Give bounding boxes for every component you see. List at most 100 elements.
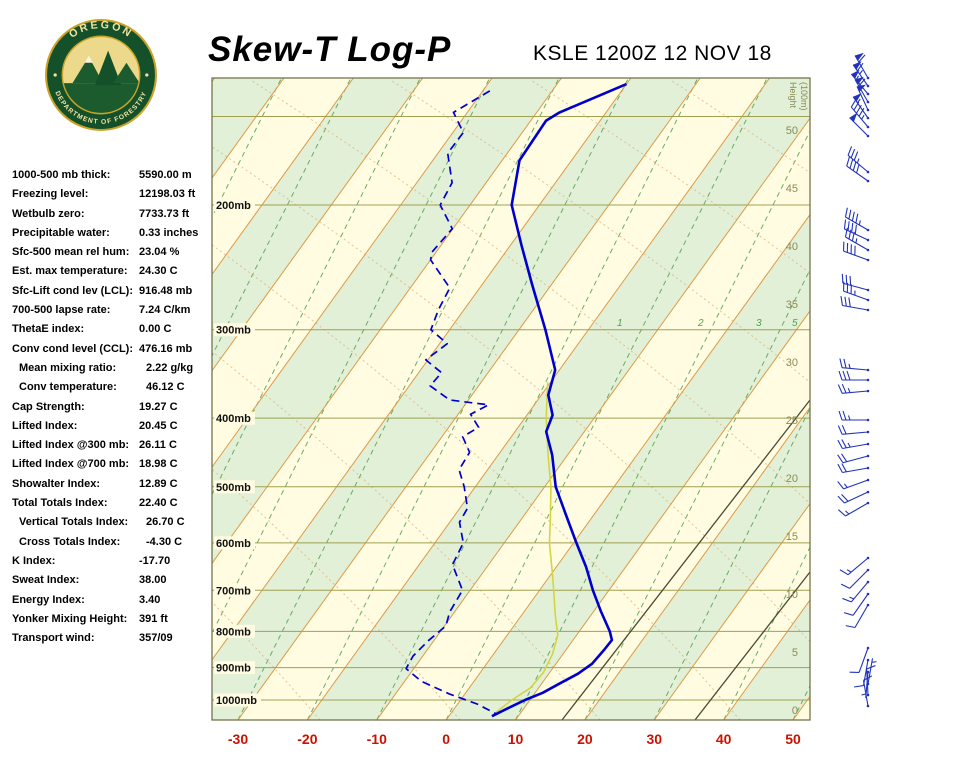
index-row: Sweat Index: 38.00 bbox=[12, 571, 214, 590]
wind-barb-icon bbox=[854, 52, 870, 80]
temp-tick-label: 30 bbox=[646, 731, 662, 747]
index-value: 26.70 C bbox=[146, 516, 185, 529]
height-tick-label: 15 bbox=[786, 531, 798, 543]
wind-barb-icon bbox=[837, 453, 870, 464]
wind-barb-icon bbox=[841, 273, 870, 292]
index-label: Sfc-500 mean rel hum: bbox=[12, 246, 130, 259]
logo-inner-rim bbox=[61, 35, 141, 115]
wind-barb-icon bbox=[843, 592, 870, 616]
index-value: 22.40 C bbox=[139, 497, 178, 510]
index-label: Energy Index: bbox=[12, 593, 85, 606]
index-label: Yonker Mixing Height: bbox=[12, 612, 128, 625]
index-row: 700-500 lapse rate: 7.24 C/km bbox=[12, 301, 214, 320]
height-tick-label: 50 bbox=[786, 125, 798, 137]
temp-tick-label: 40 bbox=[716, 731, 732, 747]
wind-barb-icon bbox=[846, 156, 870, 183]
index-row: Lifted Index @700 mb: 18.98 C bbox=[12, 455, 214, 474]
index-label: Mean mixing ratio: bbox=[19, 361, 117, 374]
index-value: 19.27 C bbox=[139, 400, 178, 413]
height-tick-label: 20 bbox=[786, 473, 798, 485]
mixing-ratio-label: 2 bbox=[697, 318, 704, 329]
index-value: 46.12 C bbox=[146, 381, 185, 394]
index-row: Lifted Index @300 mb: 26.11 C bbox=[12, 436, 214, 455]
index-label: Freezing level: bbox=[12, 188, 89, 201]
index-row: Conv temperature: 46.12 C bbox=[12, 378, 214, 397]
odf-logo: OREGON DEPARTMENT OF FORESTRY bbox=[45, 19, 157, 131]
index-label: 1000-500 mb thick: bbox=[12, 169, 111, 181]
index-row: Mean mixing ratio: 2.22 g/kg bbox=[12, 359, 214, 378]
index-value: 916.48 mb bbox=[139, 284, 193, 297]
height-tick-label: 30 bbox=[786, 357, 798, 369]
pressure-label: 800mb bbox=[216, 626, 251, 638]
wind-barb-icon bbox=[837, 490, 870, 504]
wind-barb-icon bbox=[843, 241, 870, 262]
pressure-label: 1000mb bbox=[216, 695, 257, 707]
index-value: -4.30 C bbox=[146, 535, 183, 548]
index-row: Lifted Index: 20.45 C bbox=[12, 417, 214, 436]
index-row: Est. max temperature: 24.30 C bbox=[12, 262, 214, 281]
logo-outer-rim bbox=[45, 19, 157, 131]
index-value: 5590.00 m bbox=[139, 169, 192, 181]
index-value: 0.00 C bbox=[139, 323, 172, 336]
index-value: 38.00 bbox=[139, 574, 167, 587]
wind-barb-icon bbox=[840, 568, 870, 589]
index-value: 26.11 C bbox=[139, 439, 177, 452]
index-row: Vertical Totals Index: 26.70 C bbox=[12, 513, 214, 532]
height-tick-label: 45 bbox=[786, 183, 798, 195]
wind-barb-icon bbox=[847, 146, 870, 174]
wind-barb-icon bbox=[849, 646, 870, 673]
index-row: Conv cond level (CCL): 476.16 mb bbox=[12, 340, 214, 359]
index-label: Est. max temperature: bbox=[12, 265, 128, 278]
index-label: Sfc-Lift cond lev (LCL): bbox=[12, 284, 133, 297]
dewpoint-curve bbox=[405, 90, 498, 715]
pressure-label: 900mb bbox=[216, 663, 251, 675]
index-value: 2.22 g/kg bbox=[146, 361, 194, 374]
temp-tick-label: -10 bbox=[367, 731, 387, 747]
index-label: Sweat Index: bbox=[12, 574, 80, 587]
pressure-label: 700mb bbox=[216, 585, 251, 597]
index-label: Total Totals Index: bbox=[12, 497, 108, 510]
height-tick-label: 25 bbox=[786, 415, 798, 427]
wind-barb-icon bbox=[838, 410, 870, 422]
pressure-label: 600mb bbox=[216, 538, 251, 550]
wind-barb-icon bbox=[854, 658, 870, 688]
index-value: 476.16 mb bbox=[139, 342, 193, 355]
index-row: ThetaE index: 0.00 C bbox=[12, 320, 214, 339]
index-row: Freezing level: 12198.03 ft bbox=[12, 185, 214, 204]
height-axis-label-units: (100m) bbox=[799, 82, 809, 111]
index-row: Energy Index: 3.40 bbox=[12, 591, 214, 610]
index-label: K Index: bbox=[12, 554, 56, 567]
wind-barb-icon bbox=[852, 61, 870, 88]
mixing-ratio-label: 1 bbox=[617, 318, 623, 329]
pressure-label: 500mb bbox=[216, 482, 251, 494]
wind-barb-icon bbox=[842, 580, 870, 603]
index-row: K Index: -17.70 bbox=[12, 552, 214, 571]
index-value: 0.33 inches bbox=[139, 226, 199, 239]
index-label: Lifted Index @300 mb: bbox=[12, 439, 130, 452]
wind-barb-icon bbox=[838, 370, 870, 382]
wetbulb-curve bbox=[495, 382, 559, 713]
index-label: Transport wind: bbox=[12, 632, 95, 645]
wind-barb-icon bbox=[837, 463, 870, 474]
index-label: Cap Strength: bbox=[12, 400, 85, 413]
wind-barb-icon bbox=[866, 665, 876, 697]
plot-border bbox=[211, 77, 811, 721]
index-row: 1000-500 mb thick: 5590.00 m bbox=[12, 166, 214, 185]
index-label: Lifted Index: bbox=[12, 419, 78, 432]
height-tick-label: 35 bbox=[786, 299, 798, 311]
index-value: 357/09 bbox=[139, 632, 173, 645]
station-datetime-label: KSLE 1200Z 12 NOV 18 bbox=[533, 42, 772, 65]
index-row: Transport wind: 357/09 bbox=[12, 629, 214, 648]
index-value: 7.24 C/km bbox=[139, 304, 191, 317]
index-value: 23.04 % bbox=[139, 246, 180, 259]
index-label: Precipitable water: bbox=[12, 226, 110, 239]
wind-barb-icon bbox=[850, 98, 870, 129]
mixing-ratio-label: 5 bbox=[792, 318, 798, 329]
wind-barb-icon bbox=[837, 478, 870, 490]
temp-tick-label: -20 bbox=[297, 731, 317, 747]
temperature-curve bbox=[491, 82, 628, 718]
reference-diagonal-line bbox=[694, 571, 810, 720]
index-label: Conv temperature: bbox=[19, 381, 117, 394]
temp-tick-label: 0 bbox=[442, 731, 450, 747]
wind-barb-icon bbox=[862, 675, 873, 708]
